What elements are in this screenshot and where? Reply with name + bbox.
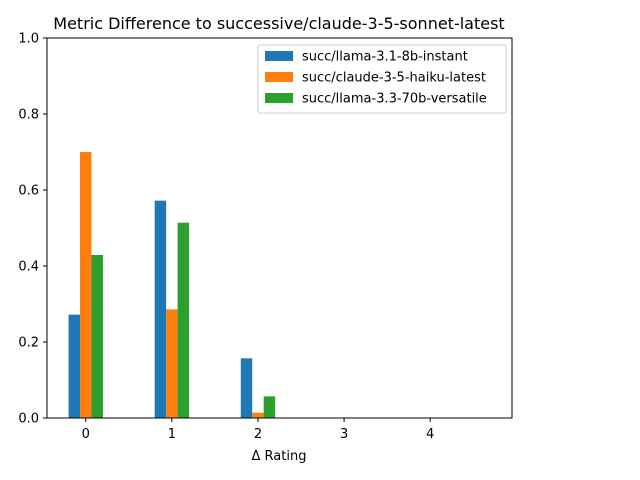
y-tick-label: 0.0 bbox=[18, 412, 39, 427]
y-tick-label: 0.4 bbox=[18, 260, 39, 275]
bar-1-0 bbox=[80, 152, 92, 418]
legend-label-0: succ/llama-3.1-8b-instant bbox=[302, 50, 468, 65]
legend-swatch-0 bbox=[265, 51, 293, 61]
legend-swatch-2 bbox=[265, 93, 293, 103]
x-axis-label: Δ Rating bbox=[252, 449, 307, 464]
x-tick-label: 1 bbox=[168, 427, 176, 442]
bars-layer bbox=[68, 152, 276, 418]
chart-title: Metric Difference to successive/claude-3… bbox=[53, 14, 504, 33]
bar-2-2 bbox=[263, 396, 276, 418]
y-tick-label: 0.6 bbox=[18, 184, 39, 199]
y-tick-label: 0.8 bbox=[18, 108, 39, 123]
bar-2-0 bbox=[91, 254, 103, 418]
x-tick-label: 2 bbox=[254, 427, 262, 442]
bar-0-1 bbox=[154, 200, 167, 418]
y-tick-label: 0.2 bbox=[18, 336, 39, 351]
bar-0-2 bbox=[240, 358, 253, 418]
bar-1-1 bbox=[166, 309, 178, 418]
y-tick-label: 1.0 bbox=[18, 32, 39, 47]
legend-box bbox=[257, 44, 507, 114]
legend-label-1: succ/claude-3-5-haiku-latest bbox=[302, 71, 486, 86]
bar-0-0 bbox=[68, 314, 81, 418]
legend-label-2: succ/llama-3.3-70b-versatile bbox=[302, 92, 487, 107]
x-tick-label: 3 bbox=[340, 427, 348, 442]
legend-swatch-1 bbox=[265, 72, 293, 82]
x-axis: 0 1 2 3 4 bbox=[82, 418, 434, 442]
x-tick-label: 0 bbox=[82, 427, 90, 442]
y-axis: 0.0 0.2 0.4 0.6 0.8 1.0 bbox=[18, 32, 47, 427]
bar-1-2 bbox=[252, 412, 264, 418]
plot-frame bbox=[46, 37, 513, 419]
x-tick-label: 4 bbox=[426, 427, 434, 442]
bar-2-1 bbox=[177, 222, 190, 418]
legend: succ/llama-3.1-8b-instant succ/claude-3-5… bbox=[257, 44, 507, 114]
